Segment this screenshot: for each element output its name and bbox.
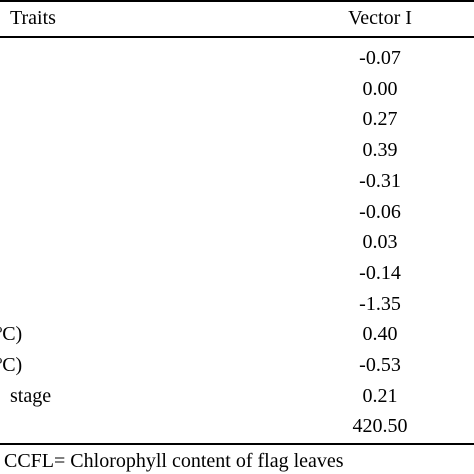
value-cell: 0.27 bbox=[362, 108, 398, 131]
value-cell: -0.07 bbox=[359, 47, 401, 69]
trait-cell: ºC) bbox=[0, 354, 23, 376]
top-rule bbox=[0, 0, 474, 2]
bottom-rule bbox=[0, 443, 474, 445]
value-cell: 0.40 bbox=[362, 323, 398, 346]
trait-cell: stage bbox=[10, 384, 52, 407]
header-rule bbox=[0, 36, 474, 38]
value-cell: 0.00 bbox=[362, 77, 398, 100]
value-cell: 0.39 bbox=[362, 139, 398, 162]
trait-cell: ) bbox=[0, 169, 1, 193]
header-vector: Vector I bbox=[348, 7, 412, 29]
value-cell: 0.21 bbox=[362, 384, 398, 407]
footnote: CCFL= Chlorophyll content of flag leaves bbox=[4, 450, 344, 472]
value-cell: -0.53 bbox=[359, 354, 401, 376]
value-cell: -0.14 bbox=[359, 261, 401, 284]
value-cell: -1.35 bbox=[359, 292, 401, 315]
value-cell: -0.31 bbox=[359, 169, 401, 192]
header-traits: Traits bbox=[10, 7, 56, 29]
value-cell: 420.50 bbox=[352, 415, 408, 438]
value-cell: -0.06 bbox=[359, 200, 401, 223]
trait-cell: ºC) bbox=[0, 323, 23, 346]
value-cell: 0.03 bbox=[362, 231, 398, 254]
trait-cell: ) bbox=[0, 138, 1, 162]
